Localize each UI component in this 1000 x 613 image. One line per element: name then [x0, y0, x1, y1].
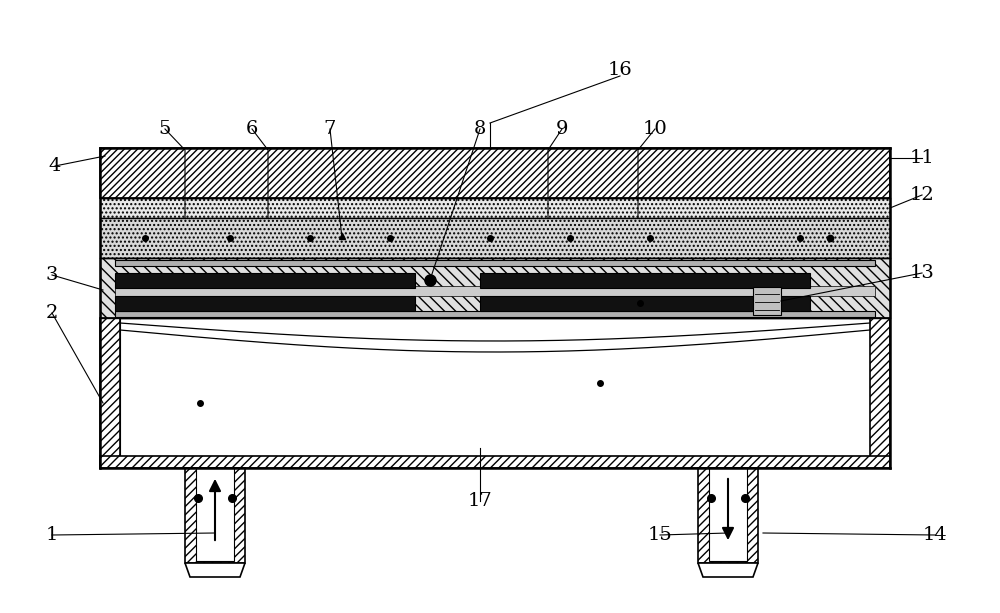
Bar: [115, 286, 875, 296]
Bar: [100, 198, 890, 218]
Text: 17: 17: [468, 492, 492, 510]
Text: 14: 14: [923, 526, 947, 544]
Polygon shape: [698, 563, 758, 577]
Text: 1: 1: [46, 526, 58, 544]
Text: 5: 5: [159, 120, 171, 138]
Bar: [115, 311, 875, 317]
Bar: [196, 468, 234, 561]
Bar: [709, 468, 747, 561]
Text: 7: 7: [324, 120, 336, 138]
Polygon shape: [185, 563, 245, 577]
Text: 10: 10: [643, 120, 667, 138]
Bar: [115, 273, 415, 288]
Text: 15: 15: [648, 526, 672, 544]
Text: 2: 2: [46, 304, 58, 322]
Bar: [185, 468, 245, 563]
Bar: [115, 260, 875, 266]
Bar: [120, 318, 870, 456]
Bar: [115, 296, 415, 311]
Bar: [753, 287, 781, 315]
Text: 3: 3: [46, 266, 58, 284]
Text: 16: 16: [608, 61, 632, 79]
Bar: [100, 218, 890, 258]
Text: 12: 12: [910, 186, 934, 204]
Text: 13: 13: [910, 264, 934, 282]
Text: 6: 6: [246, 120, 258, 138]
Bar: [100, 258, 890, 318]
Text: 8: 8: [474, 120, 486, 138]
Text: 4: 4: [49, 157, 61, 175]
Bar: [100, 148, 890, 198]
Bar: [870, 318, 890, 468]
Bar: [480, 296, 810, 311]
Text: 9: 9: [556, 120, 568, 138]
Bar: [100, 456, 890, 468]
Text: 11: 11: [910, 149, 934, 167]
Bar: [480, 273, 810, 288]
Bar: [100, 318, 120, 468]
Bar: [698, 468, 758, 563]
